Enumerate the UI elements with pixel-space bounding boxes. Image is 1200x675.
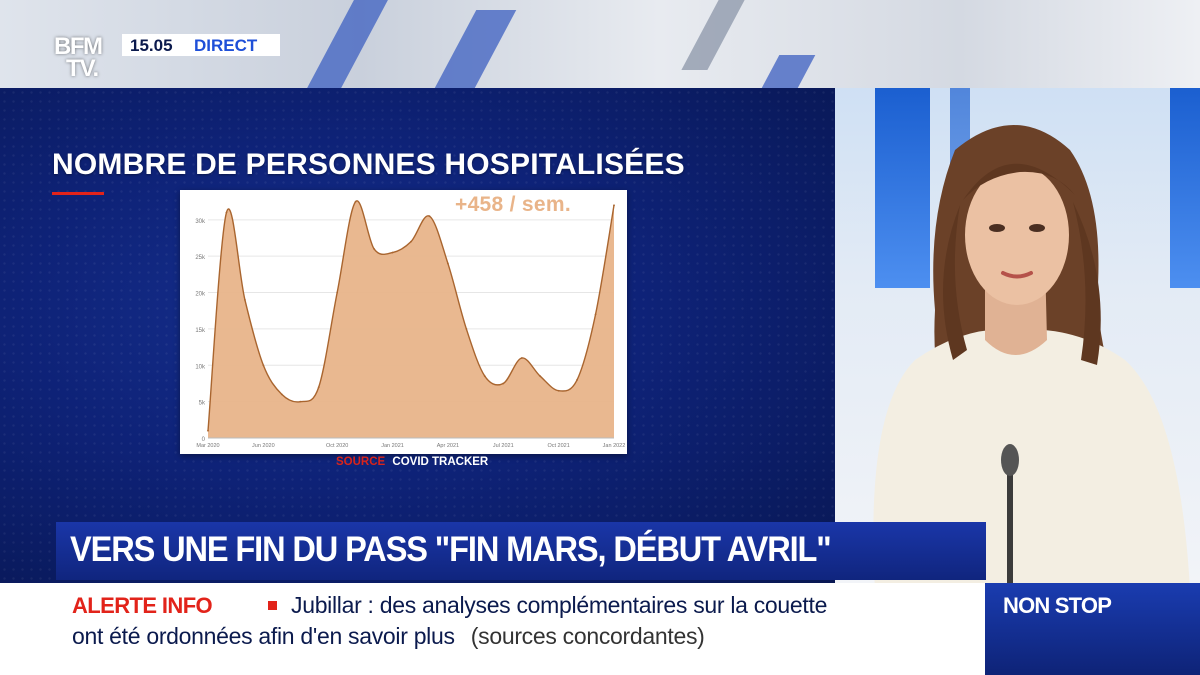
y-tick-label: 15k [195,328,206,334]
headline-text: VERS UNE FIN DU PASS "FIN MARS, DÉBUT AV… [70,530,832,569]
source-name: COVID TRACKER [392,456,489,468]
alert-marker-icon [268,601,277,610]
chart-point [410,240,412,243]
x-tick-label: Jan 2021 [381,443,404,449]
alert-text-line-1: Jubillar : des analyses complémentaires … [291,592,828,618]
studio-light-bar [760,55,816,90]
chart-point [207,429,209,432]
headline-banner: VERS UNE FIN DU PASS "FIN MARS, DÉBUT AV… [56,522,986,580]
x-tick-label: Jan 2022 [603,443,626,449]
logo-bottom-text: TV. [66,55,99,82]
chart-canvas: 0 5k 10k 15k 20k 25k 30k Mar 2020 Jun 2020 Oct 20… [195,200,626,449]
studio-light-bar [433,10,517,90]
chart-point [299,400,302,403]
y-tick-label: 30k [195,219,206,225]
chart-point [317,386,320,388]
broadcast-clock: 15.05 [130,36,173,55]
x-tick-label: Oct 2021 [547,443,569,449]
presenter-image [873,125,1190,590]
nonstop-label: NON STOP [1003,593,1112,618]
nonstop-block: NON STOP [985,583,1200,675]
alert-text-line-2-body: ont été ordonnées afin d'en savoir plus [72,623,455,649]
chart-source: SOURCE COVID TRACKER [336,456,488,468]
studio-pillar [875,88,930,288]
chart-point [483,375,486,378]
y-tick-label: 0 [202,437,206,443]
chart-title: NOMBRE DE PERSONNES HOSPITALISÉES [52,148,685,181]
weekly-change-label: +458 / sem. [455,193,571,216]
chart-point [391,251,394,254]
x-tick-label: Apr 2021 [437,443,459,449]
chart-point [557,389,560,392]
y-tick-label: 5k [199,401,206,407]
chart-area [208,200,614,438]
channel-logo: BFM TV. [54,33,116,85]
chart-point [262,364,265,367]
y-tick-label: 10k [195,364,206,370]
studio-pillar [1170,88,1200,288]
chart-point [225,211,228,214]
source-prefix: SOURCE [336,456,386,468]
chart-point [354,200,357,203]
chart-point [465,328,468,330]
chart-point [336,291,339,294]
chart-point [428,215,431,218]
logo-top-text: BFM [54,33,103,60]
chart-point [576,378,578,381]
chart-point [280,393,283,396]
infographic-panel: NOMBRE DE PERSONNES HOSPITALISÉES 0 5k 10k… [0,88,835,583]
x-tick-label: Mar 2020 [196,443,219,449]
chart-line [207,200,615,431]
x-tick-label: Oct 2020 [326,443,348,449]
chart-point [447,262,449,265]
studio-light-bar [681,0,745,70]
chart-point [244,298,246,301]
chart-point [539,375,542,378]
chart-point [373,248,375,250]
y-tick-label: 25k [195,255,206,261]
x-tick-label: Jul 2021 [493,443,514,449]
alert-source: (sources concordantes) [470,623,705,649]
alert-label: ALERTE INFO [72,593,213,618]
chart-point [613,204,615,207]
live-label: DIRECT [194,36,258,55]
title-accent-line [52,192,104,195]
chart-point [594,313,597,316]
hospitalization-chart: 0 5k 10k 15k 20k 25k 30k Mar 2020 Jun 2020 Oct 20… [180,190,627,454]
chart-point [502,382,505,385]
live-indicator: 15.05 DIRECT [122,34,280,56]
news-ticker: ALERTE INFO Jubillar : des analyses comp… [0,583,985,675]
alert-text-line-2: ont été ordonnées afin d'en savoir plus … [72,623,705,650]
chart-point [520,357,523,359]
studio-light-bar [306,0,388,90]
y-tick-label: 20k [195,292,206,298]
x-tick-label: Jun 2020 [252,443,275,449]
